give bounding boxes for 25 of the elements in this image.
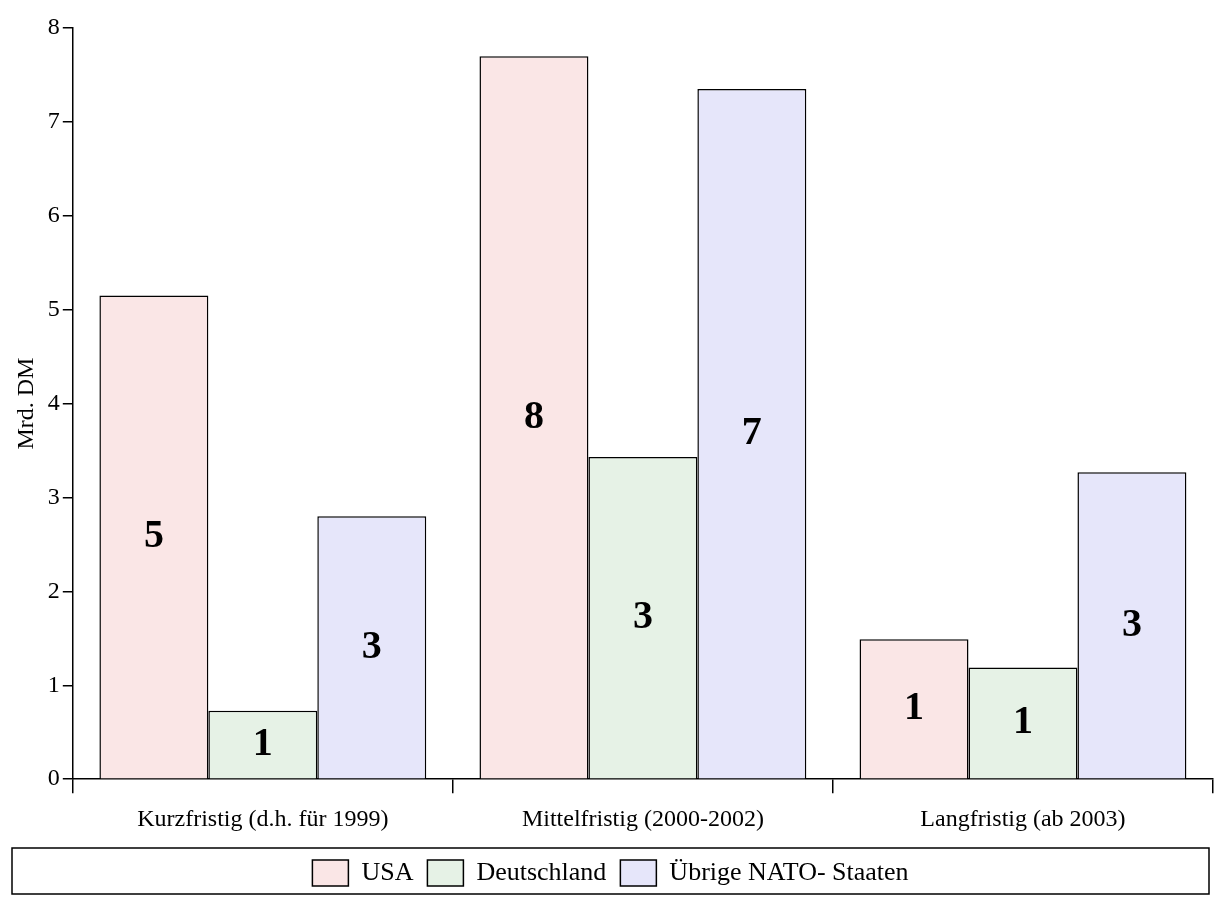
y-tick-label: 8: [47, 13, 60, 40]
y-tick-label: 0: [47, 764, 60, 791]
x-tick-label: Kurzfristig (d.h. für 1999): [137, 804, 389, 831]
data-label: 1: [1012, 697, 1033, 743]
data-label: 1: [904, 683, 925, 729]
y-tick-label: 4: [47, 388, 60, 415]
data-label: 8: [523, 391, 544, 437]
legend-label: Deutschland: [476, 856, 607, 886]
x-tick-label: Langfristig (ab 2003): [920, 804, 1126, 831]
data-label: 1: [252, 718, 273, 764]
y-tick-label: 6: [47, 201, 60, 228]
data-label: 7: [741, 408, 762, 454]
data-label: 3: [1121, 599, 1142, 645]
data-label: 3: [361, 621, 382, 667]
y-tick-label: 7: [47, 107, 60, 134]
y-tick-label: 5: [47, 295, 60, 321]
y-axis-title: Mrd. DM: [11, 357, 38, 450]
y-tick-label: 3: [47, 482, 60, 509]
data-label: 5: [143, 511, 164, 557]
legend-label: Übrige NATO- Staaten: [669, 856, 909, 886]
x-tick-label: Mittelfristig (2000-2002): [521, 804, 764, 831]
y-tick-label: 2: [47, 576, 60, 603]
y-tick-label: 1: [47, 670, 60, 697]
legend-label: USA: [361, 856, 414, 886]
data-label: 3: [632, 592, 653, 638]
